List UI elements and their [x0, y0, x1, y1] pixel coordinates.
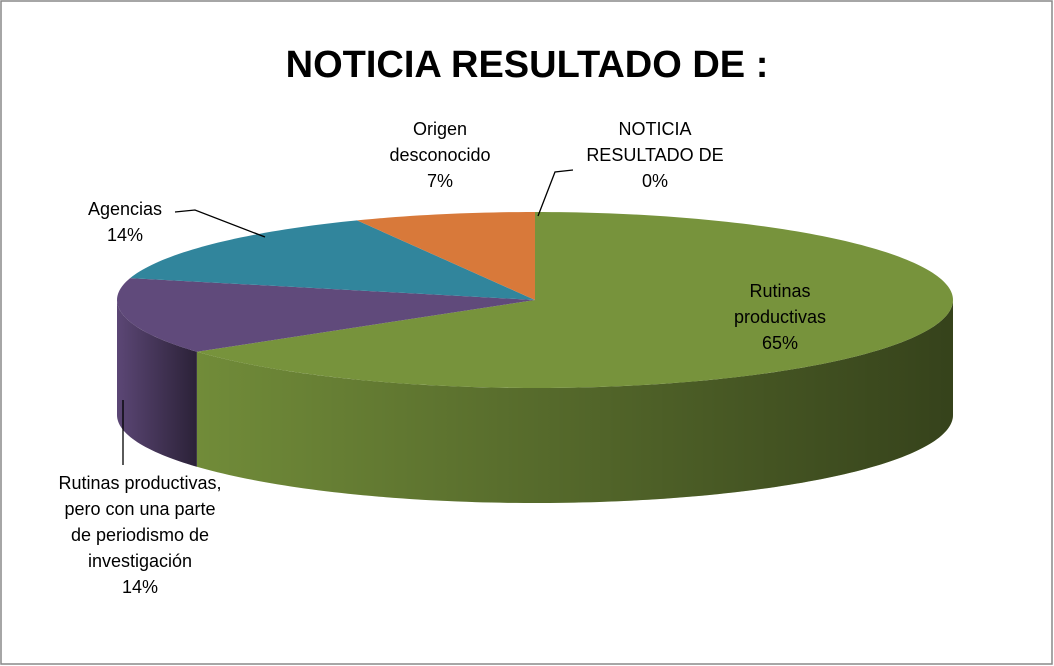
side-shade — [196, 300, 953, 503]
chart-title: NOTICIA RESULTADO DE : — [285, 44, 769, 86]
pie-slice — [117, 278, 535, 352]
pie-slice — [196, 212, 953, 388]
data-label: Rutinas productivas, pero con una parte … — [58, 470, 223, 600]
category-label: NOTICIA RESULTADO DE — [586, 119, 724, 165]
pie-slice — [357, 212, 535, 300]
side-shade — [117, 300, 197, 467]
value-label: 7% — [426, 171, 453, 191]
value-label: 14% — [121, 577, 159, 597]
value-label: 14% — [106, 225, 144, 245]
data-label: Origen desconocido 7% — [380, 116, 500, 194]
leader-line — [174, 209, 266, 238]
category-label: Rutinas productivas, pero con una parte … — [58, 473, 222, 571]
data-label: Rutinas productivas 65% — [720, 278, 840, 356]
leader-line — [537, 169, 574, 217]
data-label: Agencias 14% — [70, 196, 180, 248]
pie-slice — [130, 220, 535, 300]
data-label: NOTICIA RESULTADO DE 0% — [585, 116, 725, 194]
value-label: 0% — [641, 171, 668, 191]
category-label: Rutinas productivas — [733, 281, 827, 327]
category-label: Origen desconocido — [389, 119, 491, 165]
value-label: 65% — [761, 333, 799, 353]
category-label: Agencias — [87, 199, 163, 219]
